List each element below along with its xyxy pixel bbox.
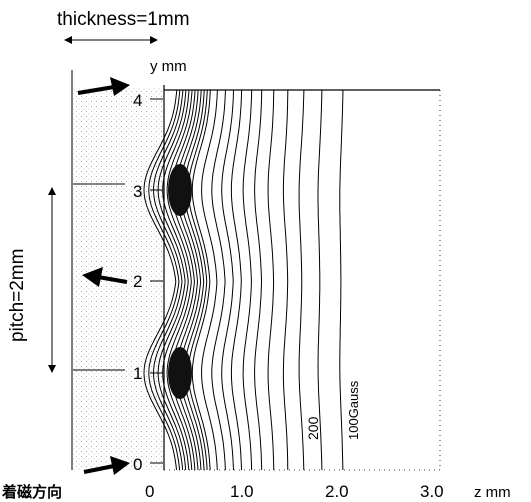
contour-line bbox=[211, 89, 226, 471]
contour-line bbox=[175, 89, 199, 471]
magnet-arrow-y2 bbox=[82, 267, 128, 287]
y-tick-2: 2 bbox=[133, 272, 142, 291]
contour-line bbox=[298, 89, 305, 471]
y-tick-3: 3 bbox=[133, 182, 142, 201]
magnetization-direction-label: 着磁方向 bbox=[1, 483, 62, 501]
contour-line bbox=[179, 89, 202, 471]
pole-dense-region bbox=[168, 164, 192, 216]
y-tick-1: 1 bbox=[133, 364, 142, 383]
y-tick-4: 4 bbox=[133, 91, 142, 110]
contour-line bbox=[191, 89, 211, 471]
contour-line bbox=[170, 89, 196, 471]
contour-line bbox=[317, 89, 323, 471]
y-tick-0: 0 bbox=[133, 455, 142, 474]
contour-line bbox=[339, 90, 344, 471]
contour-line bbox=[221, 89, 234, 471]
contour-label-200: 200 bbox=[305, 416, 321, 440]
pole-dense-region bbox=[168, 347, 192, 399]
contour-line bbox=[267, 89, 275, 470]
z-axis-label: z mm bbox=[474, 484, 511, 501]
contour-line bbox=[254, 89, 263, 471]
magnet-arrow-y4 bbox=[77, 77, 130, 96]
y-axis-label: y mm bbox=[150, 58, 187, 75]
contour-line bbox=[201, 89, 218, 471]
contour-line bbox=[187, 89, 208, 471]
contour-label-100gauss: 100Gauss bbox=[346, 380, 361, 440]
magnet-arrow-y0 bbox=[83, 456, 130, 475]
field-contours bbox=[143, 89, 344, 471]
contour-line bbox=[152, 89, 184, 471]
contour-line bbox=[242, 89, 253, 471]
thickness-label: thickness=1mm bbox=[57, 9, 190, 30]
z-tick-1: 1.0 bbox=[230, 482, 254, 501]
pitch-label: pitch=2mm bbox=[7, 249, 28, 342]
contour-line bbox=[157, 89, 187, 471]
z-tick-3: 3.0 bbox=[420, 482, 444, 501]
contour-line bbox=[143, 89, 178, 471]
contour-line bbox=[183, 89, 205, 471]
z-tick-0: 0 bbox=[145, 482, 154, 501]
z-tick-2: 2.0 bbox=[325, 482, 349, 501]
contour-line bbox=[230, 89, 243, 471]
contour-line bbox=[162, 89, 190, 471]
contour-line bbox=[148, 89, 181, 471]
contour-line bbox=[282, 90, 289, 471]
contour-line bbox=[166, 89, 193, 471]
